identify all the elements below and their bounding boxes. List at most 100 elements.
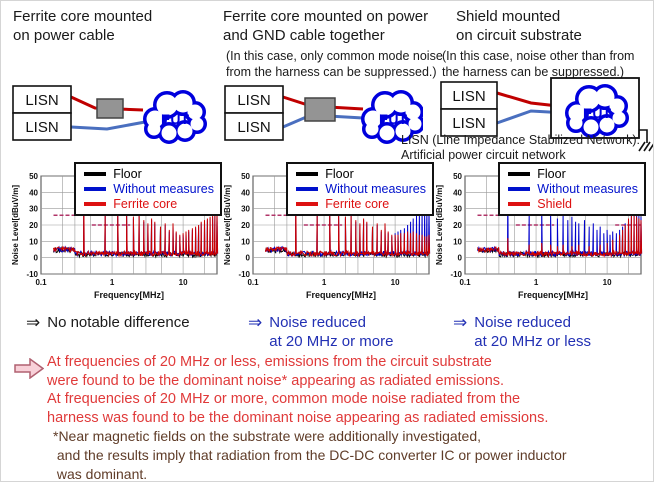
result-text: Noise reduced at 20 MHz or less — [474, 314, 591, 350]
svg-text:Frequency[MHz]: Frequency[MHz] — [518, 290, 588, 300]
svg-text:10: 10 — [391, 278, 400, 287]
legend-swatch — [296, 202, 319, 206]
svg-text:20: 20 — [453, 221, 462, 230]
legend-item-floor: Floor — [84, 167, 214, 181]
svg-text:0: 0 — [246, 254, 251, 263]
ferrite-core — [304, 97, 336, 122]
legend-swatch — [84, 187, 107, 191]
legend-label: Without measures — [325, 182, 426, 196]
svg-text:50: 50 — [453, 172, 462, 181]
svg-text:0.1: 0.1 — [247, 278, 259, 287]
svg-text:0: 0 — [458, 254, 463, 263]
svg-text:10: 10 — [603, 278, 612, 287]
column1-title: Ferrite core mounted on power cable — [13, 8, 153, 44]
svg-text:40: 40 — [453, 188, 462, 197]
noise-chart-ferrite-both: -10 0 10 20 30 40 50 0.1 1 10 Frequency[MHz] Noise … — [223, 162, 435, 309]
legend-label: Without measures — [113, 182, 214, 196]
footnote-text: *Near magnetic fields on the substrate w… — [53, 428, 567, 482]
result-caption-3: ⇒ Noise reduced at 20 MHz or less — [453, 313, 591, 351]
svg-text:10: 10 — [453, 237, 462, 246]
svg-text:40: 40 — [29, 188, 38, 197]
lisn-box-top — [12, 85, 72, 114]
svg-text:50: 50 — [241, 172, 250, 181]
svg-text:30: 30 — [453, 205, 462, 214]
svg-text:Frequency[MHz]: Frequency[MHz] — [306, 290, 376, 300]
result-caption-2: ⇒ Noise reduced at 20 MHz or more — [248, 313, 393, 351]
arrow-right-icon: ⇒ — [453, 313, 468, 332]
diagram-shielded-substrate: LISN LISN EUT — [439, 75, 653, 164]
legend-swatch — [508, 187, 531, 191]
legend-swatch — [296, 187, 319, 191]
svg-text:30: 30 — [29, 205, 38, 214]
legend-swatch — [296, 172, 319, 176]
lisn-box-bottom — [440, 108, 498, 137]
svg-text:Frequency[MHz]: Frequency[MHz] — [94, 290, 164, 300]
legend-item-floor: Floor — [296, 167, 426, 181]
legend-item-floor: Floor — [508, 167, 638, 181]
svg-text:Noise Level[dBuV/m]: Noise Level[dBuV/m] — [435, 185, 444, 265]
legend-label: Ferrite core — [325, 197, 390, 211]
svg-text:-10: -10 — [26, 270, 38, 279]
legend-swatch — [508, 172, 531, 176]
ferrite-core — [96, 98, 124, 119]
legend-label: Floor — [325, 167, 354, 181]
lisn-box-top — [224, 85, 284, 114]
legend-item-without-measures: Without measures — [508, 182, 638, 196]
svg-text:0.1: 0.1 — [35, 278, 47, 287]
lisn-definition: LISN (Line Impedance Stabilized Network)… — [401, 133, 641, 162]
lisn-box-bottom — [12, 112, 72, 141]
chart-legend: Floor Without measures Ferrite core — [286, 162, 434, 216]
legend-label: Ferrite core — [113, 197, 178, 211]
lisn-label-bottom: LISN — [25, 119, 58, 136]
arrow-right-icon: ⇒ — [248, 313, 263, 332]
lisn-label-top: LISN — [237, 92, 270, 109]
svg-text:0.1: 0.1 — [459, 278, 471, 287]
diagram-ferrite-power-cable: LISN LISN EUT — [11, 81, 211, 150]
svg-text:50: 50 — [29, 172, 38, 181]
svg-text:20: 20 — [29, 221, 38, 230]
column2-title: Ferrite core mounted on power and GND ca… — [223, 8, 429, 44]
legend-item-ferrite-core: Ferrite core — [84, 197, 214, 211]
svg-text:Noise Level[dBuV/m]: Noise Level[dBuV/m] — [223, 185, 232, 265]
column2-note: (In this case, only common mode noise fr… — [226, 49, 443, 79]
legend-item-shield: Shield — [508, 197, 638, 211]
column3-title: Shield mounted on circuit substrate — [456, 8, 582, 44]
noise-chart-ferrite-power: -10 0 10 20 30 40 50 0.1 1 10 Frequency[MHz] Noise … — [11, 162, 223, 309]
svg-text:40: 40 — [241, 188, 250, 197]
legend-label: Shield — [537, 197, 573, 211]
chart-legend: Floor Without measures Shield — [498, 162, 646, 216]
legend-swatch — [508, 202, 531, 206]
svg-text:30: 30 — [241, 205, 250, 214]
block-arrow-icon — [14, 357, 45, 384]
column3-note: (In this case, noise other than from the… — [442, 49, 635, 79]
svg-text:10: 10 — [179, 278, 188, 287]
legend-label: Floor — [113, 167, 142, 181]
svg-text:1: 1 — [534, 278, 539, 287]
lisn-label-bottom: LISN — [452, 115, 485, 132]
eut-cloud: EUT — [143, 90, 207, 144]
result-text: No notable difference — [47, 314, 190, 331]
legend-swatch — [84, 172, 107, 176]
conclusion-text: At frequencies of 20 MHz or less, emissi… — [47, 354, 549, 426]
svg-text:Noise Level[dBuV/m]: Noise Level[dBuV/m] — [11, 185, 20, 265]
eut-label: EUT — [161, 111, 189, 127]
legend-item-without-measures: Without measures — [84, 182, 214, 196]
noise-chart-shield: -10 0 10 20 30 40 50 0.1 1 10 Frequency[MHz] Noise … — [435, 162, 647, 309]
svg-text:-10: -10 — [238, 270, 250, 279]
svg-text:10: 10 — [29, 237, 38, 246]
wire-gnd — [70, 120, 146, 131]
result-text: Noise reduced at 20 MHz or more — [269, 314, 394, 350]
wire-power — [70, 95, 144, 112]
eut-cloud: EUT — [361, 90, 425, 144]
legend-item-without-measures: Without measures — [296, 182, 426, 196]
eut-cloud: EUT — [565, 84, 629, 138]
arrow-right-icon: ⇒ — [26, 313, 41, 332]
diagram-ferrite-both-cables: LISN LISN EUT — [223, 81, 425, 150]
chart-legend: Floor Without measures Ferrite core — [74, 162, 222, 216]
lisn-label-top: LISN — [25, 92, 58, 109]
legend-label: Without measures — [537, 182, 638, 196]
svg-text:10: 10 — [241, 237, 250, 246]
svg-text:-10: -10 — [450, 270, 462, 279]
lisn-box-bottom — [224, 112, 284, 141]
